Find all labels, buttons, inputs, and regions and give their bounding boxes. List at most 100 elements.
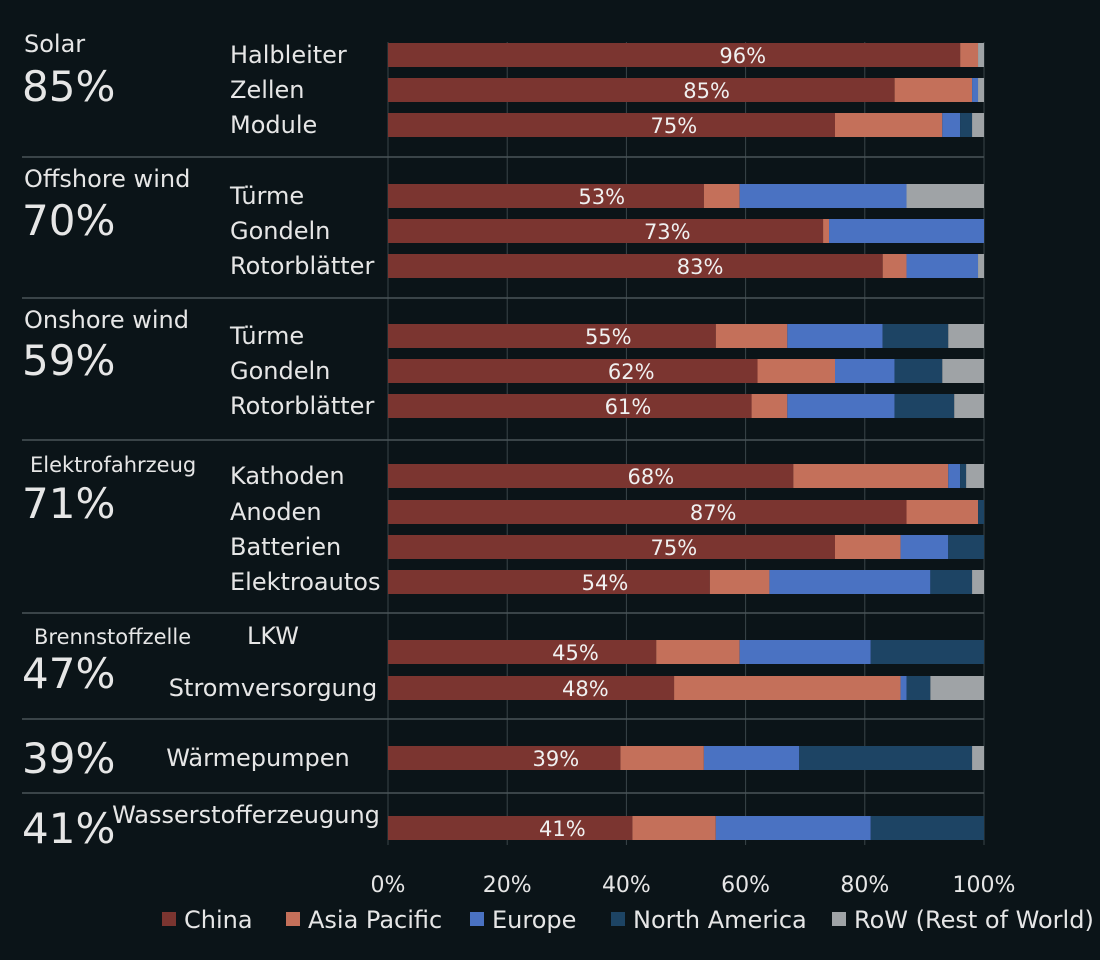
bar-segment xyxy=(972,113,984,137)
bar-data-label: 68% xyxy=(628,465,675,489)
category-label: LKW xyxy=(247,622,299,650)
x-axis: 0% 20% 40% 60% 80% 100% xyxy=(371,873,1016,898)
bar-data-label: 75% xyxy=(651,536,698,560)
category-label: Elektroautos xyxy=(230,568,380,596)
bar-segment xyxy=(703,746,800,770)
bar-segment xyxy=(870,640,984,664)
bar-segment xyxy=(906,676,931,700)
bar-segment xyxy=(388,324,716,348)
bar-data-label: 54% xyxy=(582,571,629,595)
bar-segment xyxy=(960,43,979,67)
bar-segment xyxy=(942,113,961,137)
legend-swatch xyxy=(286,912,300,926)
bar-segment xyxy=(703,184,740,208)
bar-data-label: 45% xyxy=(552,641,599,665)
bar-segment xyxy=(388,464,794,488)
bar-segment xyxy=(882,324,949,348)
category-label: Stromversorgung xyxy=(169,674,377,702)
group-name: Offshore wind xyxy=(24,165,190,193)
category-label: Batterien xyxy=(230,533,341,561)
category-label: Türme xyxy=(229,182,304,210)
category-label: Anoden xyxy=(230,498,322,526)
x-tick-label: 20% xyxy=(483,873,532,898)
bar-segment xyxy=(930,676,984,700)
bar-segment xyxy=(835,113,943,137)
bar-segment xyxy=(709,570,770,594)
bar-segment xyxy=(769,570,931,594)
bar-segment xyxy=(388,359,758,383)
bar-segment xyxy=(823,219,830,243)
bar-segment xyxy=(829,219,984,243)
group-percentage: 59% xyxy=(22,336,115,385)
bar-segment xyxy=(900,535,949,559)
bar-segment xyxy=(739,640,871,664)
group-percentage: 85% xyxy=(22,62,115,111)
category-label: Türme xyxy=(229,322,304,350)
bar-segment xyxy=(906,184,984,208)
x-tick-label: 60% xyxy=(721,873,770,898)
bar-segment xyxy=(978,43,984,67)
bar-segment xyxy=(787,324,883,348)
bar-segment xyxy=(388,254,883,278)
legend-swatch xyxy=(832,912,846,926)
bar-segment xyxy=(948,535,984,559)
bar-segment xyxy=(739,184,907,208)
bar-segment xyxy=(960,464,967,488)
bar-segment xyxy=(972,746,984,770)
group-percentage: 41% xyxy=(22,804,115,853)
group-percentage: 47% xyxy=(22,649,115,698)
bar-segment xyxy=(388,43,961,67)
bar-segment xyxy=(715,324,788,348)
bar-data-label: 85% xyxy=(683,79,730,103)
bar-data-label: 61% xyxy=(605,395,652,419)
legend-label: North America xyxy=(633,906,807,934)
bar-segment xyxy=(978,254,984,278)
category-label: Rotorblätter xyxy=(230,392,374,420)
bar-segment xyxy=(894,394,955,418)
bar-segment xyxy=(966,464,984,488)
group-name: Elektrofahrzeug xyxy=(30,453,196,477)
legend-label: RoW (Rest of World) xyxy=(854,906,1094,934)
bar-segment xyxy=(972,570,984,594)
bar-segment xyxy=(388,500,907,524)
bar-data-label: 41% xyxy=(539,817,586,841)
grid xyxy=(387,42,985,845)
x-tick-label: 100% xyxy=(953,873,1016,898)
bar-data-label: 55% xyxy=(585,325,632,349)
bar-segment xyxy=(388,746,621,770)
bar-segment xyxy=(715,816,871,840)
bar-segment xyxy=(388,816,633,840)
bar-segment xyxy=(948,324,984,348)
category-label: Gondeln xyxy=(230,357,330,385)
bar-data-label: 48% xyxy=(562,677,609,701)
bar-segment xyxy=(799,746,973,770)
bar-segment xyxy=(388,219,824,243)
bar-segment xyxy=(388,676,675,700)
bar-segment xyxy=(388,113,835,137)
bar-data-label: 87% xyxy=(690,501,737,525)
bar-segment xyxy=(751,394,788,418)
legend-swatch xyxy=(611,912,625,926)
bar-segment xyxy=(930,570,973,594)
bar-data-label: 75% xyxy=(651,114,698,138)
bar-segment xyxy=(674,676,901,700)
x-tick-label: 40% xyxy=(602,873,651,898)
group-percentage: 39% xyxy=(22,734,115,783)
bar-segment xyxy=(388,640,657,664)
bar-segment xyxy=(954,394,984,418)
group-name: Brennstoffzelle xyxy=(34,625,191,649)
group-separators xyxy=(22,156,984,794)
bar-segment xyxy=(870,816,984,840)
bar-segment xyxy=(388,184,704,208)
bar-segment xyxy=(388,78,895,102)
bar-segment xyxy=(978,78,984,102)
category-label: Wasserstofferzeugung xyxy=(112,801,380,829)
category-label: Wärmepumpen xyxy=(166,744,350,772)
x-tick-label: 0% xyxy=(371,873,406,898)
bar-segment xyxy=(787,394,895,418)
legend-label: Asia Pacific xyxy=(308,906,442,934)
bar-segment xyxy=(388,394,752,418)
bar-segment xyxy=(835,535,901,559)
category-label: Halbleiter xyxy=(230,41,347,69)
